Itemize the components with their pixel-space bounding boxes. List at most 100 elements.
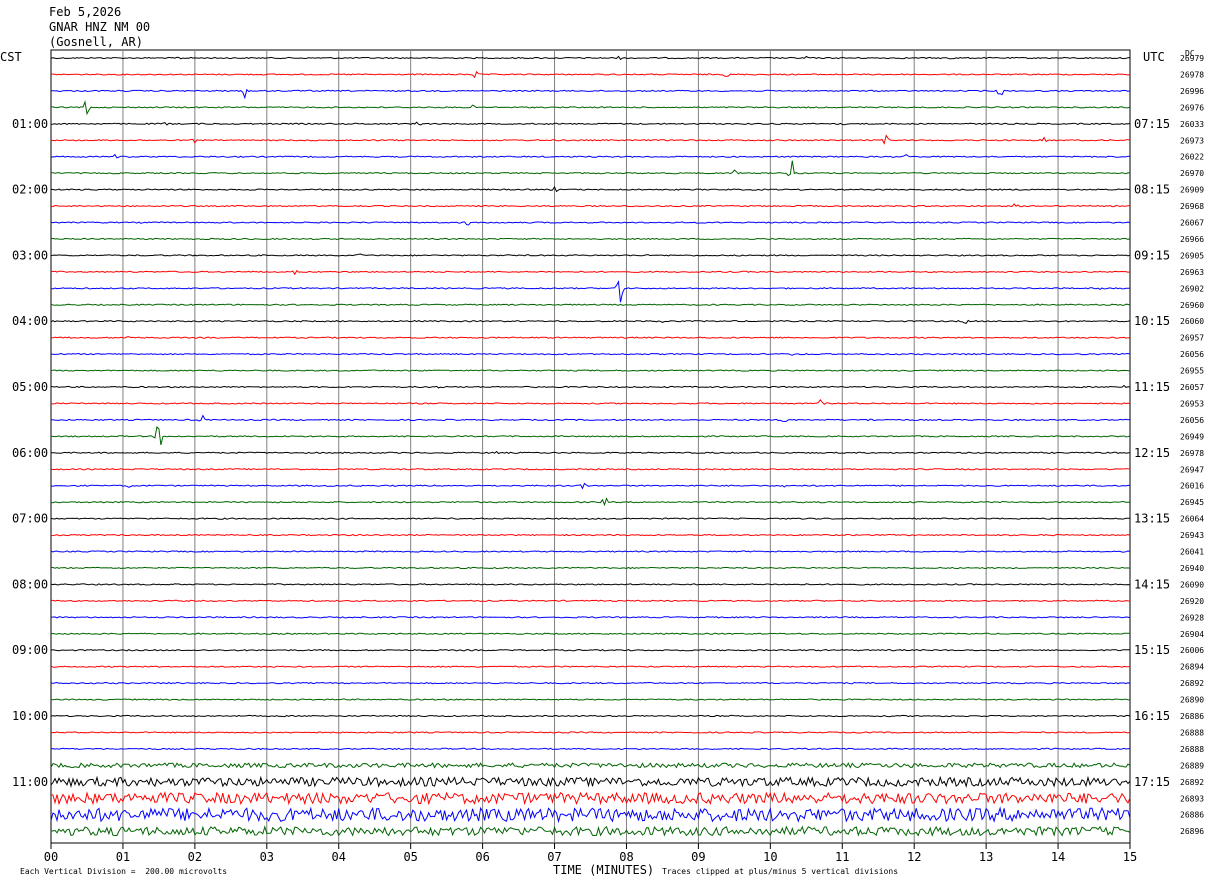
utc-hour-label: 10:15 (1134, 314, 1170, 328)
x-tick-label: 06 (475, 850, 489, 864)
trace-green (50, 698, 1131, 701)
x-tick-label: 03 (260, 850, 274, 864)
dc-offset-label: 26889 (1180, 761, 1204, 770)
trace-black (50, 253, 1131, 257)
dc-offset-label: 26928 (1180, 613, 1204, 622)
dc-offset-label: 26060 (1180, 317, 1204, 326)
dc-offset-label: 26090 (1180, 580, 1204, 589)
trace-green (50, 160, 1131, 177)
trace-blue (50, 681, 1131, 685)
cst-hour-label: 01:00 (12, 117, 48, 131)
trace-green (50, 825, 1131, 837)
trace-red (50, 336, 1131, 339)
trace-blue (50, 352, 1131, 356)
x-tick-label: 11 (835, 850, 849, 864)
x-tick-label: 15 (1123, 850, 1137, 864)
dc-offset-label: 26957 (1180, 334, 1204, 343)
trace-blue (50, 747, 1131, 751)
plot-grid (50, 49, 1131, 849)
trace-green (50, 762, 1131, 769)
dc-offset-label: 26041 (1180, 548, 1204, 557)
x-tick-label: 07 (547, 850, 561, 864)
dc-offset-label: 26905 (1180, 251, 1204, 260)
dc-offset-label: 26896 (1180, 827, 1204, 836)
cst-hour-label: 07:00 (12, 512, 48, 526)
x-tick-label: 01 (116, 850, 130, 864)
cst-hour-label: 11:00 (12, 775, 48, 789)
trace-green (50, 426, 1131, 446)
dc-offset-label: 26033 (1180, 120, 1204, 129)
dc-offset-label: 26945 (1180, 498, 1204, 507)
dc-offset-label: 26006 (1180, 646, 1204, 655)
trace-blue (50, 153, 1131, 159)
utc-hour-label: 17:15 (1134, 775, 1170, 789)
dc-offset-label: 26057 (1180, 383, 1204, 392)
location-label: (Gosnell, AR) (49, 35, 143, 49)
x-tick-label: 14 (1051, 850, 1065, 864)
dc-offset-label: 26947 (1180, 465, 1204, 474)
dc-offset-label: 26955 (1180, 367, 1204, 376)
trace-black (50, 121, 1131, 126)
dc-offset-label: 26979 (1180, 54, 1204, 63)
x-tick-label: 04 (332, 850, 346, 864)
trace-blue (50, 482, 1131, 490)
utc-hour-label: 08:15 (1134, 183, 1170, 197)
trace-black (50, 517, 1131, 520)
trace-red (50, 134, 1131, 145)
dc-offset-label: 26022 (1180, 153, 1204, 162)
trace-black (50, 714, 1131, 718)
trace-red (50, 398, 1131, 405)
x-tick-label: 00 (44, 850, 58, 864)
dc-label: DC (1185, 49, 1195, 58)
cst-hour-label: 04:00 (12, 314, 48, 328)
trace-black (50, 384, 1131, 389)
trace-green (50, 497, 1131, 507)
trace-blue (50, 279, 1130, 303)
dc-offset-label: 26960 (1180, 301, 1204, 310)
dc-offset-label: 26968 (1180, 202, 1204, 211)
dc-offset-label: 26978 (1180, 70, 1204, 79)
trace-green (50, 100, 1131, 116)
cst-hour-label: 08:00 (12, 577, 48, 591)
dc-offset-label: 26064 (1180, 515, 1204, 524)
trace-blue (50, 550, 1131, 553)
trace-blue (50, 221, 1131, 226)
dc-offset-label: 26056 (1180, 416, 1204, 425)
right-timezone-label: UTC (1143, 50, 1165, 64)
date-label: Feb 5,2026 (49, 5, 122, 19)
xaxis-title: TIME (MINUTES) (553, 863, 655, 877)
trace-red (50, 533, 1131, 537)
dc-offset-label: 26886 (1180, 712, 1204, 721)
trace-blue (51, 88, 1131, 100)
dc-offset-label: 26890 (1180, 696, 1204, 705)
utc-hour-label: 15:15 (1134, 643, 1170, 657)
utc-hour-label: 09:15 (1134, 248, 1170, 262)
utc-hour-label: 07:15 (1134, 117, 1170, 131)
dc-offset-label: 26893 (1180, 794, 1204, 803)
dc-offset-label: 26888 (1180, 745, 1204, 754)
trace-red (50, 599, 1131, 602)
cst-hour-label: 09:00 (12, 643, 48, 657)
dc-offset-label: 26909 (1180, 186, 1204, 195)
trace-red (50, 203, 1130, 208)
dc-offset-label: 26953 (1180, 399, 1204, 408)
trace-green (50, 632, 1131, 635)
trace-red (50, 468, 1131, 471)
dc-offset-label: 26892 (1180, 778, 1204, 787)
trace-black (50, 649, 1131, 652)
utc-hour-label: 11:15 (1134, 380, 1170, 394)
trace-black (50, 583, 1131, 586)
x-tick-label: 02 (188, 850, 202, 864)
dc-offset-label: 26973 (1180, 136, 1204, 145)
cst-hour-label: 05:00 (12, 380, 48, 394)
dc-offset-label: 26892 (1180, 679, 1204, 688)
utc-hour-label: 13:15 (1134, 512, 1170, 526)
dc-offset-label: 26970 (1180, 169, 1204, 178)
utc-hour-label: 14:15 (1134, 577, 1170, 591)
trace-green (50, 237, 1131, 241)
trace-blue (50, 806, 1131, 824)
left-timezone-label: CST (0, 50, 22, 64)
trace-red (50, 665, 1131, 668)
x-tick-label: 09 (691, 850, 705, 864)
dc-offset-label: 26996 (1180, 87, 1204, 96)
